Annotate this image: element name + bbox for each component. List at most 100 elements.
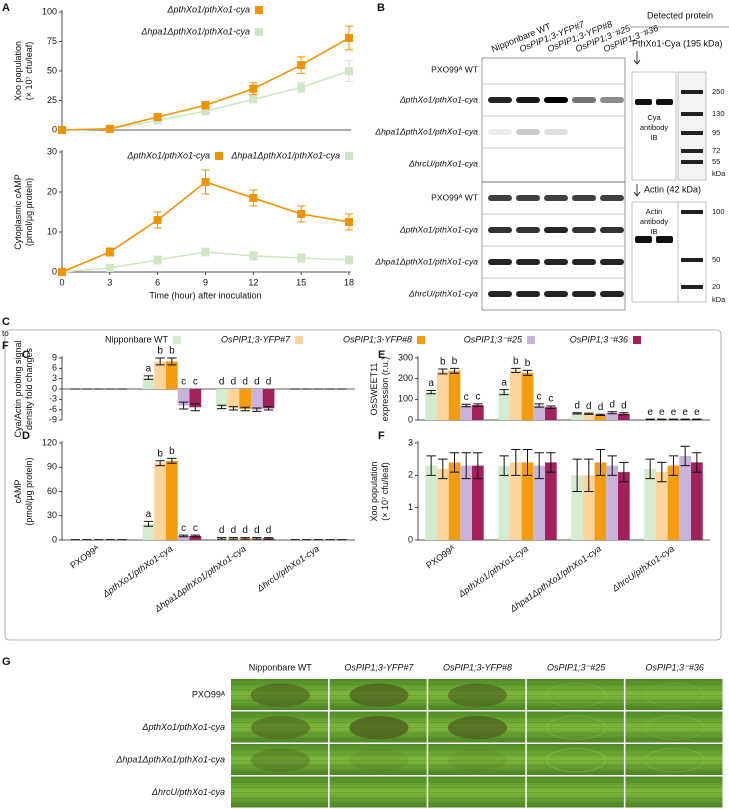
lesion: [546, 683, 607, 708]
y-tick-label: 20: [47, 186, 57, 196]
error-bar: [449, 452, 460, 473]
legend-marker: [255, 6, 263, 14]
lesion: [644, 683, 705, 708]
y-axis-label: (× 10⁷ cfu/leaf): [380, 462, 390, 521]
ladder-band: [681, 258, 703, 262]
antibody-label: Actin: [646, 207, 663, 216]
blot-band: [572, 227, 596, 233]
marker: [345, 218, 353, 226]
significance-letter: c: [193, 377, 198, 388]
lesion: [250, 683, 310, 707]
significance-letter: d: [266, 525, 272, 536]
legend-marker: [633, 336, 641, 344]
x-tick-label: 12: [248, 277, 258, 287]
legend-label: OsPIP1;3-YFP#8: [343, 334, 412, 344]
lesion: [250, 716, 310, 740]
leaf: [526, 776, 624, 808]
blot-band: [544, 291, 568, 297]
error-bar: [607, 455, 617, 476]
leaf-row-label: ΔpthXo1/pthXo1-cya: [141, 722, 225, 732]
leaf-row-label: PXO99ᴬ: [192, 690, 226, 700]
lesion: [644, 715, 705, 740]
significance-letter: a: [146, 509, 152, 520]
x-axis-label: Time (hour) after inoculation: [149, 290, 261, 300]
leaf: [625, 679, 723, 710]
bar: [582, 475, 595, 540]
legend-marker: [255, 28, 263, 36]
y-tick-label: 100: [398, 394, 413, 404]
y-tick-label: 30: [47, 146, 57, 156]
legend-marker: [173, 336, 181, 344]
lesion: [349, 716, 409, 740]
bar: [154, 463, 167, 540]
lesion: [546, 748, 607, 773]
bar: [215, 389, 228, 407]
bar: [667, 465, 680, 540]
ladder-label: 95: [712, 128, 720, 137]
error-bar: [584, 458, 594, 492]
leaf: [428, 744, 526, 775]
blot-band: [656, 99, 673, 105]
blot-band: [600, 227, 624, 233]
blot-band: [572, 195, 596, 201]
bar: [425, 465, 437, 540]
significance-letter: c: [537, 392, 542, 403]
leaf: [231, 744, 329, 775]
panel-label: D: [22, 430, 30, 442]
error-bar: [167, 457, 177, 464]
y-tick-label: 0: [408, 534, 413, 544]
blot-band: [544, 227, 568, 233]
blot-band: [600, 259, 624, 265]
protein-label: PthXo1-Cya (195 kDa): [632, 38, 723, 48]
error-bar: [240, 537, 250, 540]
marker: [345, 33, 353, 42]
antibody-label: antibody: [640, 217, 669, 226]
marker: [345, 256, 353, 264]
error-bar: [216, 537, 227, 540]
error-bar: [449, 367, 460, 374]
x-tick-label: ΔhrcU/pthXo1-cya: [254, 543, 320, 594]
error-bar: [499, 455, 509, 476]
significance-letter: d: [242, 377, 248, 388]
x-tick-label: ΔhrcU/pthXo1-cya: [610, 543, 676, 594]
marker: [58, 126, 66, 134]
y-tick-label: 25: [47, 95, 57, 105]
bar: [582, 413, 595, 420]
y-axis-label: Xoo population: [13, 41, 23, 101]
y-axis-label: Cytoplasmic cAMP: [13, 174, 23, 250]
bar: [521, 462, 534, 540]
bar: [691, 462, 703, 540]
leaf-column-label: Nipponbare WT: [249, 662, 313, 672]
bar: [533, 465, 546, 540]
error-bar: [546, 452, 556, 473]
leaf-row-label: Δhpa1ΔpthXo1/pthXo1-cya: [115, 755, 225, 765]
significance-letter: d: [231, 377, 237, 388]
y-tick-label: 50: [47, 65, 57, 75]
error-bar: [534, 403, 544, 408]
x-tick-label: 18: [344, 277, 354, 287]
significance-letter: c: [464, 392, 469, 403]
bar: [509, 462, 522, 540]
marker: [345, 67, 353, 75]
bar: [655, 472, 668, 540]
significance-letter: d: [586, 401, 592, 412]
error-bar: [522, 369, 533, 376]
x-tick-label: 6: [155, 277, 160, 287]
significance-letter: a: [428, 378, 434, 389]
leaf: [428, 776, 526, 808]
error-bar: [461, 452, 471, 480]
significance-letter: e: [659, 407, 665, 418]
y-tick-label: -6: [49, 404, 57, 414]
ladder-unit: kDa: [712, 295, 726, 304]
legend-label: Nipponbare WT: [105, 334, 169, 344]
y-tick-label: 10: [47, 226, 57, 236]
leaf: [526, 744, 624, 775]
significance-letter: d: [231, 525, 237, 536]
bar: [436, 371, 449, 420]
leaf: [625, 744, 723, 775]
marker: [249, 194, 258, 202]
bar: [533, 405, 546, 420]
blot-band: [635, 236, 652, 243]
y-axis-label: Cya/Actin probing signal: [13, 340, 23, 437]
